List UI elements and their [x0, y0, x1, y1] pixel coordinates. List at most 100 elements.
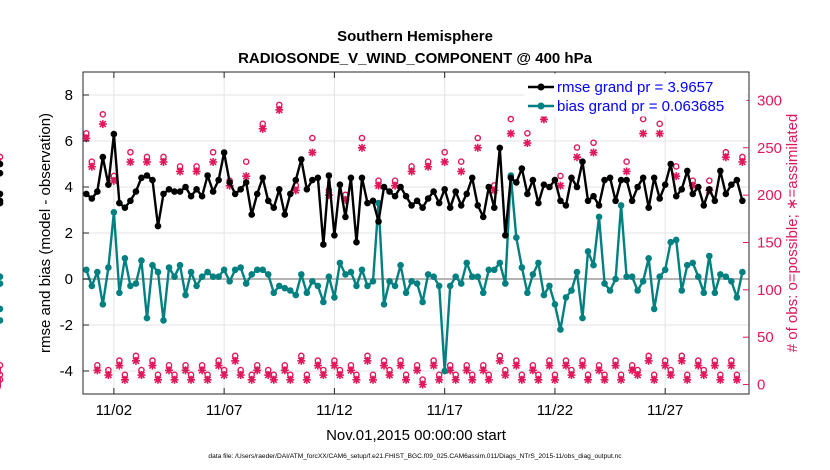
rmse-point — [380, 183, 388, 191]
asterisk-stroke — [347, 366, 355, 374]
assimilated-obs-point — [308, 148, 317, 157]
asterisk-stroke — [589, 148, 598, 157]
rmse-point — [413, 197, 421, 205]
asterisk-stroke — [308, 148, 316, 157]
rmse-point — [551, 176, 559, 184]
bias-point — [160, 317, 167, 324]
rmse-point — [336, 181, 344, 188]
possible-obs-point — [457, 158, 465, 166]
asterisk-stroke — [551, 376, 559, 384]
rmse-point — [303, 186, 311, 193]
asterisk-stroke — [93, 366, 101, 374]
assimilated-obs-point — [572, 153, 581, 162]
x-tick-label: 11/22 — [537, 402, 573, 419]
asterisk-stroke — [374, 182, 383, 190]
bias-point — [127, 282, 134, 290]
possible-obs-point — [623, 158, 630, 166]
rmse-point — [204, 172, 211, 179]
assimilated-obs-point — [716, 375, 725, 384]
assimilated-obs-point — [683, 375, 692, 384]
y-tick-label-left: 4 — [65, 179, 73, 196]
bias-point — [298, 271, 305, 278]
asterisk-stroke — [154, 376, 162, 384]
asterisk-stroke — [485, 376, 493, 384]
rmse-point — [160, 190, 167, 198]
rmse-point — [529, 176, 537, 184]
asterisk-stroke — [330, 362, 338, 370]
bias-point — [441, 367, 448, 375]
bias-point — [424, 271, 432, 278]
assimilated-obs-point — [473, 143, 482, 152]
rmse-point — [0, 190, 4, 198]
possible-obs-point — [507, 115, 515, 123]
possible-obs-point — [0, 153, 4, 161]
legend-bias-marker — [537, 102, 545, 110]
assimilated-obs-point — [550, 375, 559, 384]
bias-point — [325, 273, 333, 281]
assimilated-obs-point — [93, 366, 102, 375]
assimilated-obs-point — [291, 186, 300, 195]
assimilated-obs-point — [413, 366, 422, 375]
assimilated-obs-point — [137, 371, 146, 380]
assimilated-obs-point — [247, 375, 256, 384]
rmse-point — [479, 213, 487, 221]
asterisk-stroke — [231, 357, 239, 365]
ticks-layer: 11/02 11/07 11/12 11/17 11/22 11/27 -4 -2 0 2 4 6 8 0… — [60, 72, 782, 419]
bias-point — [595, 213, 603, 221]
rmse-point — [524, 190, 531, 198]
assimilated-obs-point — [633, 371, 642, 380]
asterisk-stroke — [319, 371, 327, 379]
assimilated-obs-point — [710, 361, 719, 370]
assimilated-obs-point — [666, 371, 675, 380]
bias-point — [706, 252, 713, 260]
rmse-point — [562, 202, 570, 209]
rmse-point — [463, 190, 471, 198]
rmse-point — [320, 241, 327, 248]
assimilated-obs-point — [352, 375, 361, 384]
rmse-point — [694, 183, 702, 191]
asterisk-stroke — [99, 120, 107, 128]
asterisk-stroke — [159, 158, 168, 166]
possible-obs-point — [474, 134, 482, 142]
rmse-point — [105, 181, 112, 188]
rmse-point — [116, 199, 123, 207]
rmse-point — [419, 204, 426, 211]
bias-point — [231, 266, 239, 274]
asterisk-stroke — [534, 376, 542, 384]
assimilated-obs-point — [495, 356, 504, 365]
assimilated-obs-point — [242, 172, 251, 181]
rmse-point — [138, 174, 145, 182]
assimilated-obs-point — [231, 356, 240, 365]
assimilated-obs-point — [694, 361, 703, 370]
asterisk-stroke — [567, 371, 576, 379]
asterisk-stroke — [297, 357, 305, 365]
asterisk-stroke — [176, 167, 184, 176]
assimilated-obs-point — [120, 375, 129, 384]
bias-point — [259, 266, 267, 274]
y-tick-label-right: 200 — [757, 187, 782, 204]
rmse-point — [490, 204, 498, 211]
asterisk-stroke — [711, 362, 719, 370]
rmse-point — [540, 181, 548, 188]
assimilated-obs-point — [539, 115, 548, 124]
asterisk-stroke — [198, 366, 206, 374]
asterisk-stroke — [529, 366, 537, 374]
possible-obs-point — [441, 148, 448, 156]
rmse-point — [733, 176, 741, 184]
bias-point — [419, 298, 426, 306]
assimilated-obs-point — [368, 375, 377, 384]
rmse-point — [88, 195, 96, 202]
assimilated-obs-point — [732, 375, 741, 384]
rmse-point — [270, 204, 278, 211]
bias-point — [678, 287, 686, 294]
assimilated-obs-point — [457, 167, 466, 176]
asterisk-stroke — [430, 362, 438, 370]
asterisk-stroke — [275, 106, 283, 114]
assimilated-obs-point — [611, 361, 620, 370]
possible-obs-point — [557, 172, 564, 180]
assimilated-obs-point — [126, 157, 135, 166]
asterisk-stroke — [369, 376, 377, 384]
rmse-point — [628, 197, 636, 205]
possible-obs-point — [242, 158, 250, 166]
